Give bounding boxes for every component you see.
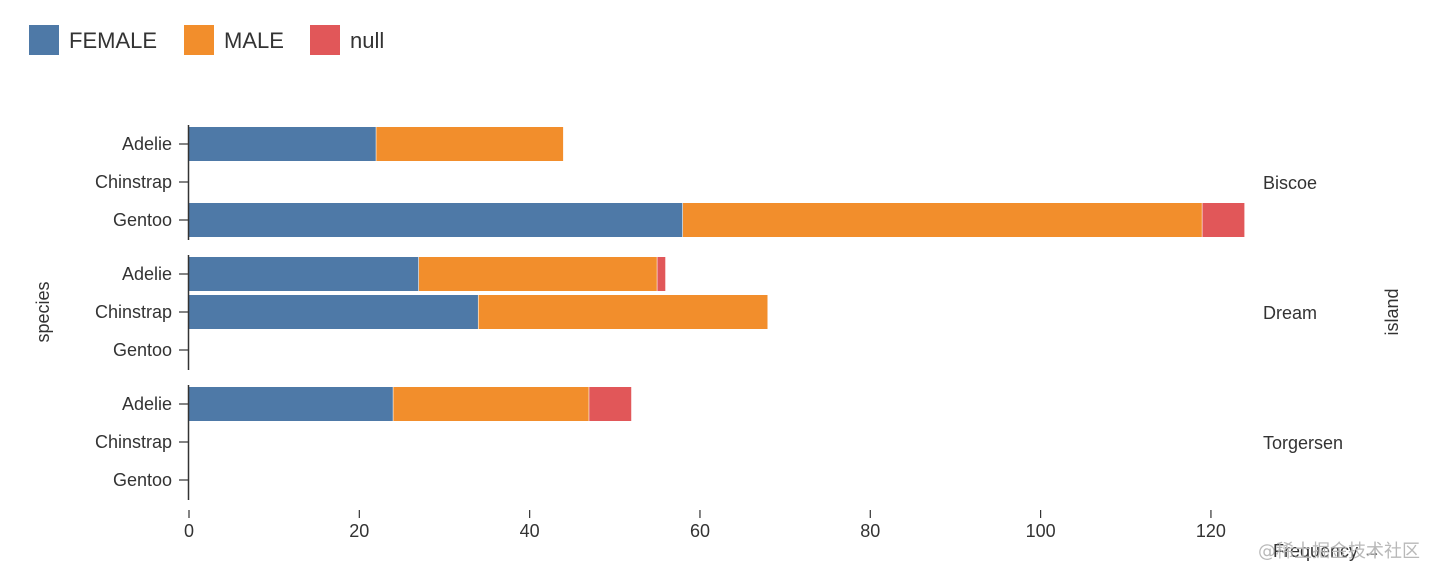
y-tick-label-gentoo: Gentoo [113, 210, 172, 230]
y-tick-label-chinstrap: Chinstrap [95, 172, 172, 192]
bar-biscoe-adelie-female [189, 127, 376, 161]
x-tick-label: 40 [520, 521, 540, 541]
bar-torgersen-adelie-male [393, 387, 589, 421]
x-tick-label: 120 [1196, 521, 1226, 541]
y-tick-label-adelie: Adelie [122, 394, 172, 414]
bar-biscoe-gentoo-female [189, 203, 683, 237]
watermark: @稀土掘金技术社区 [1258, 541, 1420, 562]
y-tick-label-adelie: Adelie [122, 264, 172, 284]
y-tick-label-gentoo: Gentoo [113, 470, 172, 490]
bar-dream-adelie-male [418, 257, 657, 291]
x-tick-label: 0 [184, 521, 194, 541]
bar-torgersen-adelie-female [189, 387, 393, 421]
facet-axis-title: island [1382, 288, 1402, 335]
legend: FEMALE MALE null [29, 25, 384, 55]
legend-swatch-null [310, 25, 340, 55]
x-tick-label: 100 [1026, 521, 1056, 541]
legend-swatch-female [29, 25, 59, 55]
y-tick-label-adelie: Adelie [122, 134, 172, 154]
y-axis-title: species [33, 281, 53, 342]
facet-label-biscoe: Biscoe [1263, 173, 1317, 193]
y-tick-label-chinstrap: Chinstrap [95, 432, 172, 452]
bar-biscoe-gentoo-null [1202, 203, 1245, 237]
y-axes: Adelie Chinstrap Gentoo Adelie Chinstrap Gent… [95, 125, 190, 500]
legend-label-male: MALE [224, 28, 284, 53]
bars [189, 127, 1245, 421]
facet-label-dream: Dream [1263, 303, 1317, 323]
bar-torgersen-adelie-null [589, 387, 632, 421]
facet-labels: Biscoe Dream Torgersen [1263, 173, 1343, 453]
x-tick-label: 80 [860, 521, 880, 541]
bar-biscoe-adelie-male [376, 127, 564, 161]
x-axis-title: Frequency → [1273, 541, 1381, 561]
x-tick-label: 60 [690, 521, 710, 541]
bar-dream-adelie-female [189, 257, 419, 291]
legend-swatch-male [184, 25, 214, 55]
x-axis: 0 20 40 60 80 100 120 [184, 510, 1226, 541]
bar-biscoe-gentoo-male [682, 203, 1202, 237]
bar-dream-chinstrap-female [189, 295, 478, 329]
facet-label-torgersen: Torgersen [1263, 433, 1343, 453]
bar-dream-adelie-null [657, 257, 666, 291]
y-tick-label-chinstrap: Chinstrap [95, 302, 172, 322]
y-tick-label-gentoo: Gentoo [113, 340, 172, 360]
legend-label-null: null [350, 28, 384, 53]
x-tick-label: 20 [349, 521, 369, 541]
bar-dream-chinstrap-male [478, 295, 768, 329]
legend-label-female: FEMALE [69, 28, 157, 53]
